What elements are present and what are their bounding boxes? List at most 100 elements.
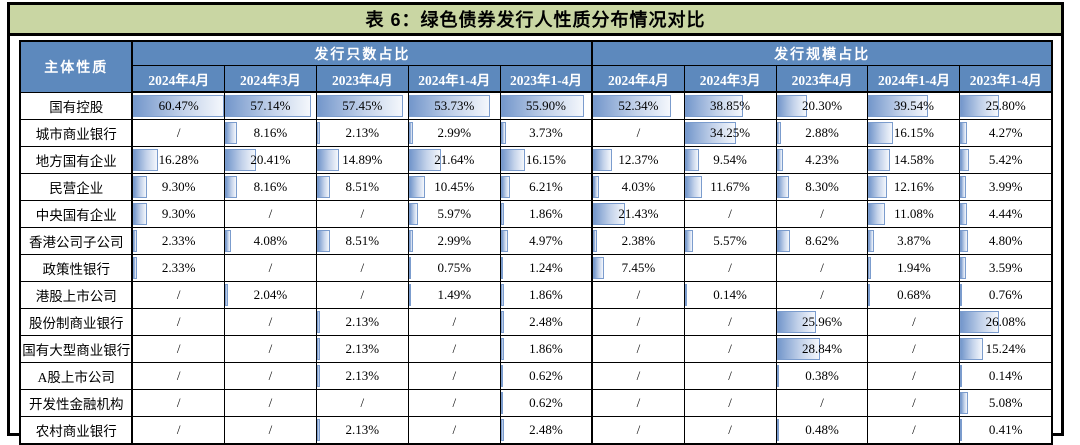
data-bar (501, 257, 503, 279)
data-cell: 11.08% (867, 200, 961, 228)
table-row: 香港公司子公司 2.33% 4.08% 8.51% 2.99% 4.97% 2.38% 5.5… (19, 227, 1053, 255)
cell-value: 4.03% (621, 179, 656, 194)
data-bar (133, 230, 137, 252)
cell-value: / (268, 206, 273, 221)
data-bar (409, 203, 418, 225)
data-cell: 9.30% (131, 173, 225, 201)
data-cell: 4.03% (591, 173, 685, 201)
cell-value: 53.73% (434, 98, 475, 113)
data-cell: 2.33% (131, 227, 225, 255)
cell-value: 1.49% (437, 287, 472, 302)
data-bar (960, 203, 968, 225)
data-cell: 52.34% (591, 91, 685, 120)
row-label: 开发性金融机构 (19, 389, 134, 417)
data-cell: / (591, 389, 685, 417)
cell-value: / (360, 395, 365, 410)
data-cell: / (131, 362, 225, 390)
data-bar (960, 149, 969, 171)
data-cell: 1.24% (499, 254, 593, 282)
data-bar (868, 257, 872, 279)
column-header: 2024年3月 (223, 65, 317, 93)
cell-value: / (452, 368, 457, 383)
data-cell: 2.04% (223, 281, 317, 309)
data-cell: 3.73% (499, 119, 593, 147)
data-cell: / (315, 200, 409, 228)
data-cell: / (591, 119, 685, 147)
data-bar (777, 311, 816, 333)
data-bar (594, 203, 626, 225)
cell-value: 0.14% (713, 287, 747, 302)
cell-value: 39.54% (893, 98, 934, 113)
cell-value: 8.51% (345, 233, 380, 248)
column-header: 2023年4月 (315, 65, 409, 93)
data-cell: 0.38% (775, 362, 869, 390)
cell-value: / (452, 422, 457, 437)
data-bar (960, 419, 963, 441)
data-bar (960, 122, 967, 144)
data-cell: 16.15% (499, 146, 593, 174)
row-label: 中央国有企业 (19, 200, 134, 228)
data-cell: 0.62% (499, 389, 593, 417)
data-cell: / (223, 308, 317, 336)
data-cell: / (131, 281, 225, 309)
data-bar (501, 149, 525, 171)
data-cell: 38.85% (683, 91, 777, 120)
cell-value: / (728, 260, 732, 275)
cell-value: 0.38% (805, 368, 839, 383)
data-cell: 4.08% (223, 227, 317, 255)
data-bar (225, 230, 232, 252)
data-cell: 0.62% (499, 362, 593, 390)
data-cell: / (407, 416, 501, 445)
cell-value: 4.27% (988, 125, 1023, 140)
cell-value: / (912, 422, 916, 437)
cell-value: 1.94% (897, 260, 931, 275)
row-label: 城市商业银行 (19, 119, 134, 147)
data-bar (409, 176, 425, 198)
data-cell: 2.99% (407, 227, 501, 255)
cell-value: 25.96% (801, 314, 843, 329)
column-header: 2023年1-4月 (499, 65, 593, 93)
data-cell: / (775, 281, 869, 309)
cell-value: 2.48% (529, 422, 563, 437)
data-bar (133, 149, 158, 171)
cell-value: 5.08% (988, 395, 1023, 410)
row-label: 股份制商业银行 (19, 308, 134, 336)
data-cell: / (775, 389, 869, 417)
cell-value: 7.45% (621, 260, 656, 275)
data-bar (960, 284, 963, 306)
data-cell: 55.90% (499, 91, 593, 120)
data-cell: 2.48% (499, 308, 593, 336)
data-bar (225, 95, 311, 117)
data-cell: / (775, 254, 869, 282)
data-bar (501, 311, 505, 333)
table-title: 表 6：绿色债券发行人性质分布情况对比 (10, 5, 1061, 36)
data-bar (317, 176, 330, 198)
cell-value: / (636, 368, 641, 383)
data-cell: / (223, 200, 317, 228)
cell-value: / (912, 395, 916, 410)
data-bar (960, 365, 963, 387)
cell-value: 28.84% (801, 341, 843, 356)
data-bar (777, 419, 779, 441)
cell-value: / (636, 395, 641, 410)
data-bar (960, 338, 984, 360)
cell-value: 16.15% (893, 125, 934, 140)
cell-value: 4.80% (988, 233, 1023, 248)
data-cell: 16.15% (867, 119, 961, 147)
data-cell: / (591, 362, 685, 390)
comparison-table: 主体性质 发行只数占比 发行规模占比 2024年4月 2024年3月 2023年… (19, 40, 1053, 445)
data-cell: / (131, 389, 225, 417)
data-bar (409, 95, 490, 117)
cell-value: / (636, 314, 641, 329)
cell-value: 2.88% (805, 125, 839, 140)
column-header: 2024年4月 (131, 65, 225, 93)
cell-value: 10.45% (434, 179, 475, 194)
cell-value: 2.13% (345, 368, 380, 383)
cell-value: / (176, 314, 181, 329)
data-cell: 0.76% (959, 281, 1053, 309)
cell-value: 8.62% (805, 233, 839, 248)
data-cell: 9.54% (683, 146, 777, 174)
cell-value: 16.28% (158, 152, 199, 167)
data-bar (409, 230, 414, 252)
data-cell: 6.21% (499, 173, 593, 201)
